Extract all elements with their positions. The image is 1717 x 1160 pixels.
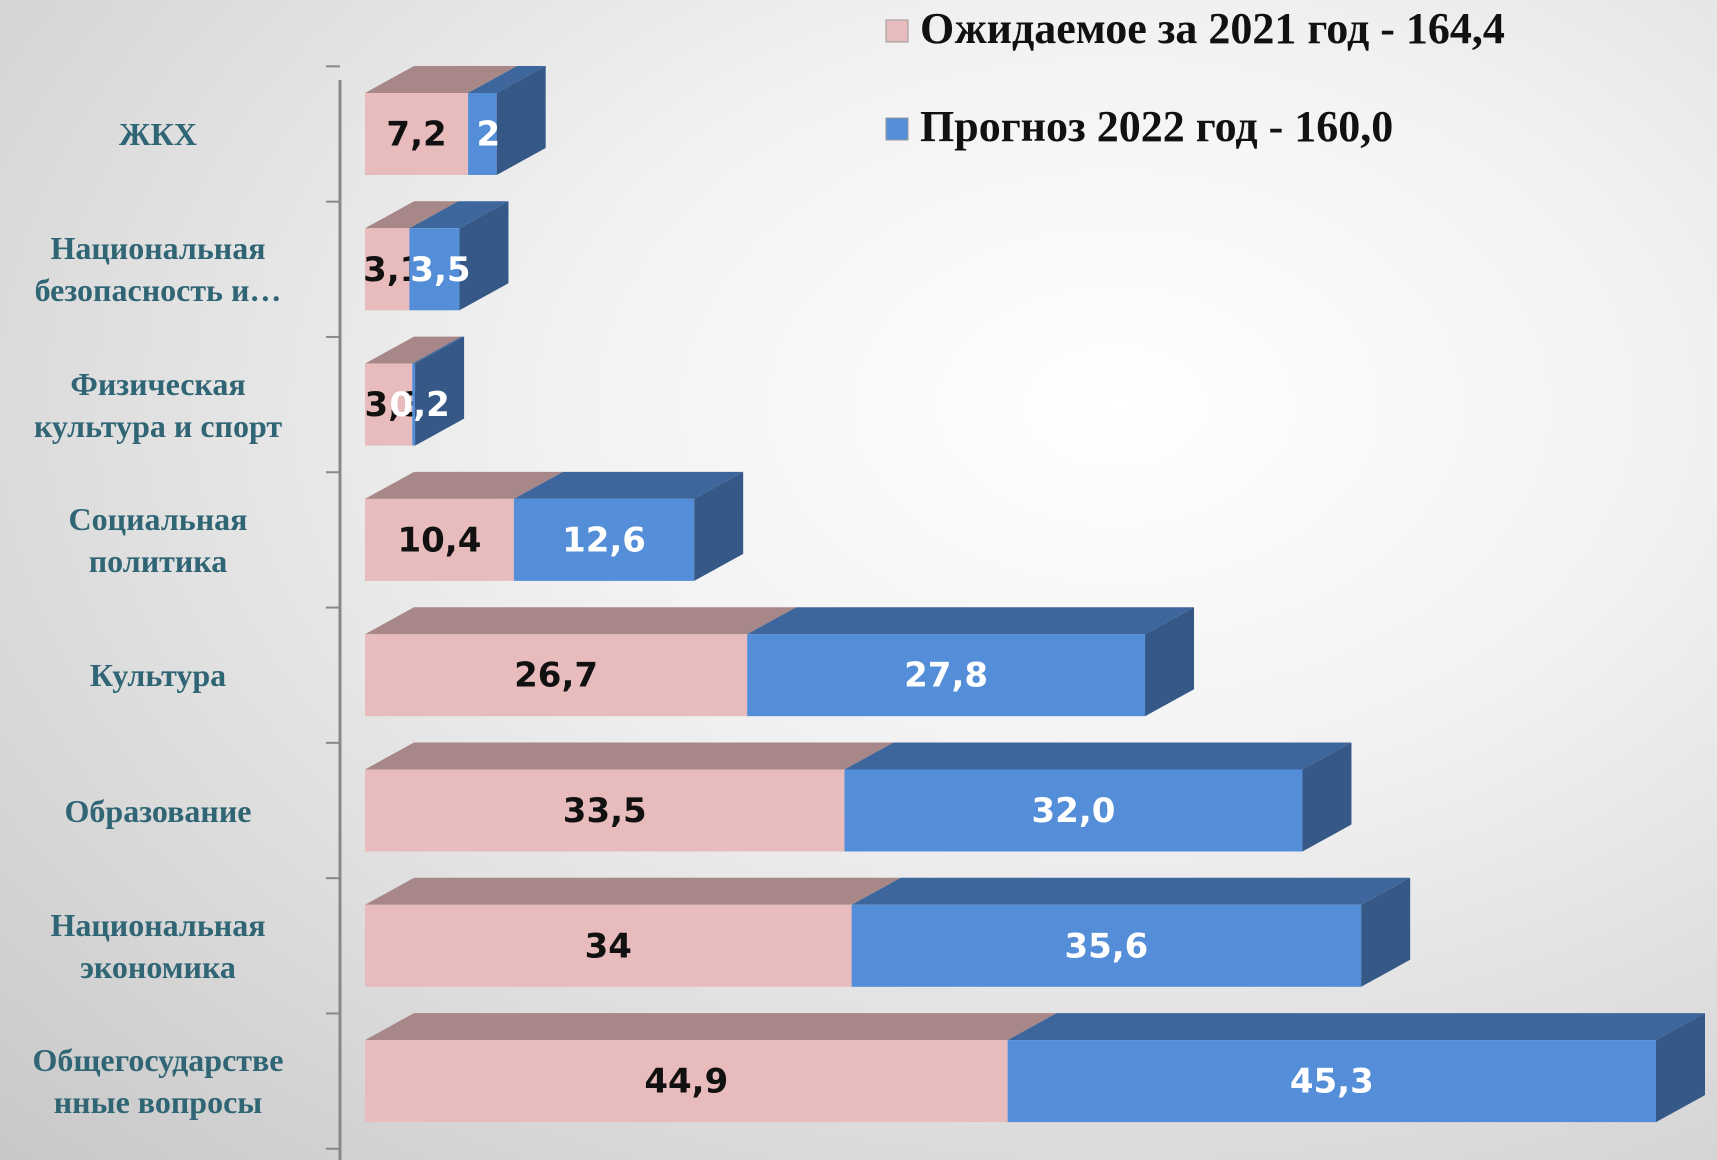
bar-side xyxy=(1145,607,1195,717)
bar xyxy=(513,498,695,581)
bar xyxy=(409,228,460,311)
bar-top xyxy=(1007,1013,1705,1041)
bar xyxy=(365,93,469,175)
value-label: 26,7 xyxy=(514,656,598,696)
bar-top xyxy=(365,607,797,635)
bar-side xyxy=(415,336,465,446)
bar xyxy=(747,634,1146,717)
legend-marker xyxy=(885,19,909,43)
bar-top xyxy=(365,201,459,229)
bar-top xyxy=(468,66,546,93)
category-label: Образование xyxy=(64,792,252,829)
legend-label: Прогноз 2022 год - 160,0 xyxy=(920,102,1393,151)
bar-top xyxy=(365,877,901,905)
value-label: 32,0 xyxy=(1032,791,1116,831)
value-label: 12,6 xyxy=(562,520,646,560)
category-label: Общегосударстве нные вопросы xyxy=(32,1042,284,1121)
bar xyxy=(365,634,748,717)
value-label: 7,2 xyxy=(386,115,446,155)
value-label: 34 xyxy=(585,926,632,966)
bar xyxy=(365,769,845,852)
bar-top xyxy=(844,742,1352,770)
bar-top xyxy=(851,877,1411,905)
bar xyxy=(468,93,497,175)
bar xyxy=(365,904,852,987)
value-label: 35,6 xyxy=(1064,926,1148,966)
bar-side xyxy=(1656,1013,1705,1123)
bar-top xyxy=(365,742,894,770)
value-label: 10,4 xyxy=(397,520,481,560)
bar-side xyxy=(1302,742,1352,852)
value-label: 33,5 xyxy=(563,791,647,831)
bar-top xyxy=(412,336,465,364)
value-label: 0,2 xyxy=(390,385,450,425)
bar xyxy=(851,904,1362,987)
bar-top xyxy=(409,201,509,229)
bar-top xyxy=(513,471,744,499)
bar-top xyxy=(365,66,518,93)
bar xyxy=(365,363,413,446)
bar-side xyxy=(496,66,546,175)
bar-side xyxy=(459,201,509,311)
value-label: 2 xyxy=(477,115,501,155)
category-label: Национальная экономика xyxy=(50,906,266,985)
bar-top xyxy=(747,607,1195,635)
category-label: ЖКХ xyxy=(119,116,197,152)
value-label: 27,8 xyxy=(904,656,988,696)
legend-marker xyxy=(885,117,909,141)
value-label: 45,3 xyxy=(1290,1062,1374,1102)
bar xyxy=(365,1040,1008,1123)
value-label: 3,5 xyxy=(410,250,470,290)
bar xyxy=(1007,1040,1656,1123)
legend-label: Ожидаемое за 2021 год - 164,4 xyxy=(920,4,1505,53)
bar-top xyxy=(365,1013,1057,1041)
bar xyxy=(365,228,410,311)
bar-top xyxy=(365,471,563,499)
bar-side xyxy=(694,471,744,581)
category-label: Социальная политика xyxy=(68,500,248,579)
category-label: Физическая культура и спорт xyxy=(33,365,283,444)
bar xyxy=(365,498,514,581)
bar-side xyxy=(1361,877,1411,987)
category-label: Культура xyxy=(89,657,227,694)
category-label: Национальная безопасность и… xyxy=(34,230,282,309)
bar xyxy=(412,363,416,446)
bar-top xyxy=(365,336,462,364)
value-label: 44,9 xyxy=(644,1062,728,1102)
bar xyxy=(844,769,1303,852)
